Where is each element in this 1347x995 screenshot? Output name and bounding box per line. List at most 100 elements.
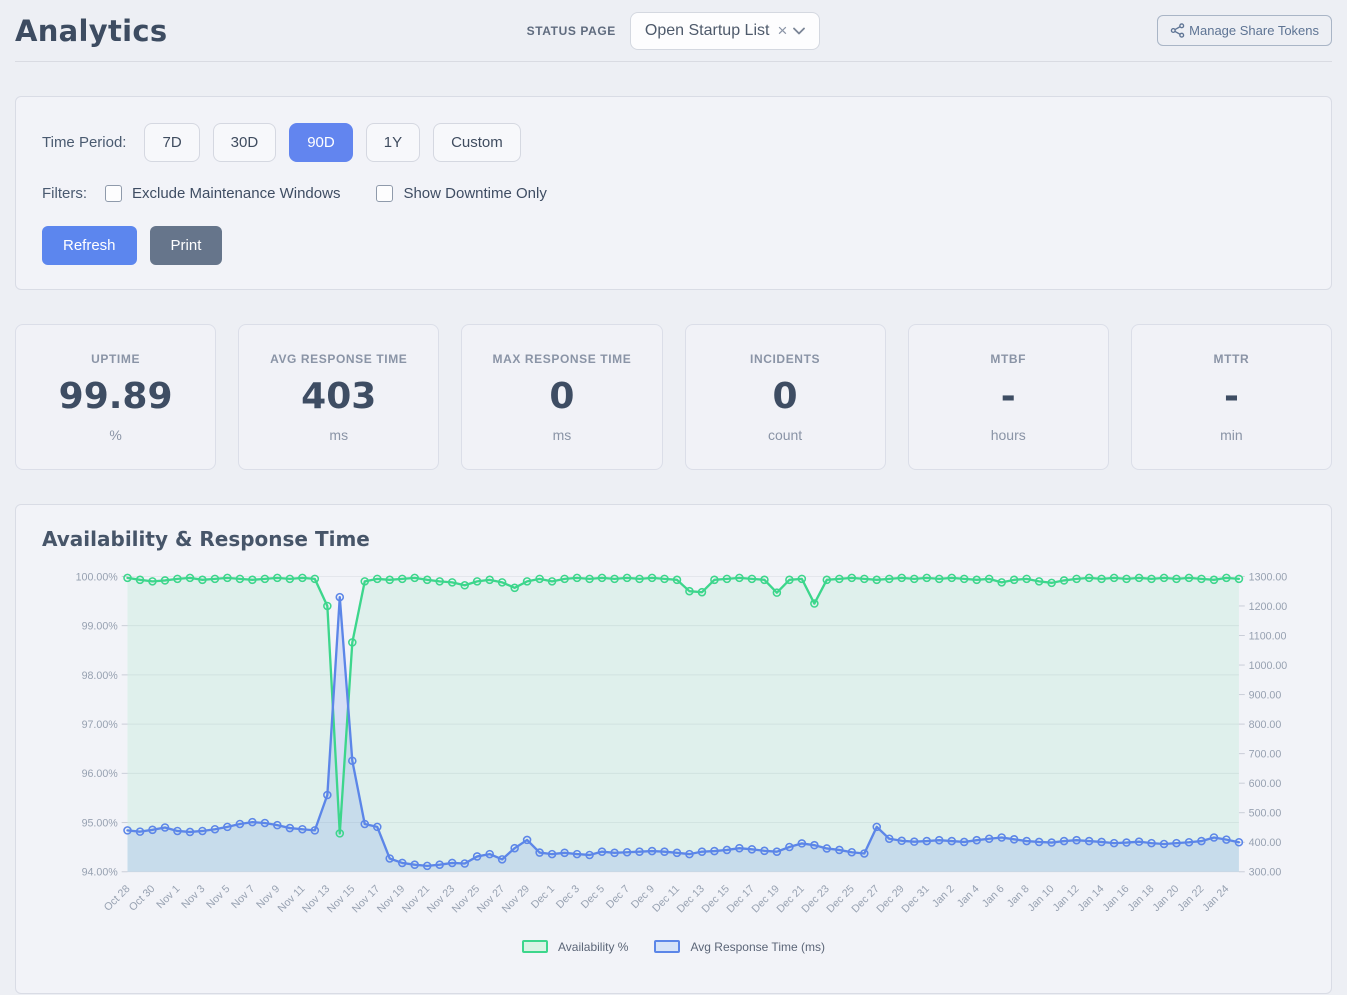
stat-label: MTTR xyxy=(1213,351,1250,366)
page-header: Analytics STATUS PAGE Open Startup List … xyxy=(15,0,1333,62)
status-page-dropdown[interactable]: Open Startup List × xyxy=(629,11,821,50)
chart-title: Availability & Response Time xyxy=(42,527,370,551)
svg-text:900.00: 900.00 xyxy=(1249,689,1282,701)
stat-label: AVG RESPONSE TIME xyxy=(270,351,408,366)
svg-text:95.00%: 95.00% xyxy=(82,817,119,829)
filters-row: Filters: Exclude Maintenance Windows Sho… xyxy=(42,185,1305,202)
svg-text:Nov 1: Nov 1 xyxy=(154,883,182,911)
chevron-down-icon xyxy=(793,27,806,34)
stat-value: 0 xyxy=(549,375,575,417)
time-period-label: Time Period: xyxy=(42,134,127,151)
header-left: Analytics xyxy=(15,14,527,48)
svg-text:Jan 4: Jan 4 xyxy=(955,883,982,910)
chart-legend: Availability % Avg Response Time (ms) xyxy=(42,940,1305,954)
svg-text:Jan 2: Jan 2 xyxy=(930,883,957,910)
svg-text:99.00%: 99.00% xyxy=(82,621,119,633)
chart-panel: Availability & Response Time 100.00% 99.0… xyxy=(15,504,1332,994)
exclude-maintenance-checkbox[interactable] xyxy=(105,185,122,202)
availability-legend-label: Availability % xyxy=(558,939,629,954)
time-period-90d-button[interactable]: 90D xyxy=(289,123,353,162)
svg-text:1300.00: 1300.00 xyxy=(1249,571,1288,583)
exclude-maintenance-label: Exclude Maintenance Windows xyxy=(132,185,341,202)
svg-text:700.00: 700.00 xyxy=(1249,749,1282,761)
response-legend-label: Avg Response Time (ms) xyxy=(690,939,825,954)
time-period-30d-button[interactable]: 30D xyxy=(212,123,277,162)
manage-share-tokens-button[interactable]: Manage Share Tokens xyxy=(1157,15,1333,46)
stat-unit: % xyxy=(109,426,122,443)
share-icon xyxy=(1170,23,1185,38)
clear-selection-icon[interactable]: × xyxy=(777,21,788,40)
stat-value: 99.89 xyxy=(58,375,173,417)
stat-unit: ms xyxy=(552,426,572,443)
svg-text:Dec 3: Dec 3 xyxy=(554,883,582,911)
stat-card-mttr: MTTR - min xyxy=(1130,324,1332,470)
status-page-selector: STATUS PAGE Open Startup List × xyxy=(526,11,821,50)
stat-value: 0 xyxy=(772,375,798,417)
svg-text:Nov 7: Nov 7 xyxy=(229,883,257,911)
svg-text:1200.00: 1200.00 xyxy=(1249,601,1288,613)
time-period-custom-button[interactable]: Custom xyxy=(433,123,521,162)
svg-text:1100.00: 1100.00 xyxy=(1249,630,1287,642)
time-period-7d-button[interactable]: 7D xyxy=(144,123,200,162)
svg-text:Dec 5: Dec 5 xyxy=(579,883,607,911)
stat-card-uptime: UPTIME 99.89 % xyxy=(15,324,217,470)
svg-text:Jan 6: Jan 6 xyxy=(980,883,1007,910)
svg-text:Jan 20: Jan 20 xyxy=(1150,883,1181,914)
svg-text:1000.00: 1000.00 xyxy=(1249,660,1288,672)
svg-text:Dec 7: Dec 7 xyxy=(604,883,632,911)
stat-unit: count xyxy=(767,426,803,443)
stat-card-avg-response-time: AVG RESPONSE TIME 403 ms xyxy=(238,324,440,470)
svg-text:Nov 29: Nov 29 xyxy=(500,883,532,915)
svg-text:100.00%: 100.00% xyxy=(76,571,119,583)
svg-text:500.00: 500.00 xyxy=(1249,808,1282,820)
filter-actions-row: Refresh Print xyxy=(42,226,1305,265)
stat-unit: min xyxy=(1220,426,1243,443)
page-title: Analytics xyxy=(15,13,168,48)
svg-text:98.00%: 98.00% xyxy=(82,670,119,682)
filter-panel: Time Period: 7D 30D 90D 1Y Custom Filter… xyxy=(15,96,1332,290)
svg-text:Jan 24: Jan 24 xyxy=(1200,883,1231,914)
stat-card-mtbf: MTBF - hours xyxy=(907,324,1109,470)
svg-text:Jan 12: Jan 12 xyxy=(1050,883,1081,914)
time-period-button-group: 7D 30D 90D 1Y Custom xyxy=(144,123,521,162)
svg-text:Dec 1: Dec 1 xyxy=(529,883,557,911)
svg-text:Nov 3: Nov 3 xyxy=(179,883,207,911)
stat-card-incidents: INCIDENTS 0 count xyxy=(684,324,886,470)
stats-row: UPTIME 99.89 % AVG RESPONSE TIME 403 ms … xyxy=(15,324,1332,470)
filter-show-downtime[interactable]: Show Downtime Only xyxy=(376,185,547,202)
stat-value: - xyxy=(1223,375,1239,417)
svg-text:Jan 18: Jan 18 xyxy=(1125,883,1156,914)
svg-text:96.00%: 96.00% xyxy=(82,768,119,780)
manage-share-tokens-label: Manage Share Tokens xyxy=(1189,23,1320,38)
svg-text:Dec 31: Dec 31 xyxy=(899,883,931,915)
svg-text:Oct 28: Oct 28 xyxy=(102,883,133,914)
svg-text:Jan 22: Jan 22 xyxy=(1175,883,1206,914)
svg-text:400.00: 400.00 xyxy=(1249,837,1282,849)
response-legend-swatch xyxy=(654,940,681,954)
stat-unit: ms xyxy=(329,426,349,443)
svg-text:Jan 10: Jan 10 xyxy=(1026,883,1057,914)
stat-unit: hours xyxy=(990,426,1026,443)
svg-text:800.00: 800.00 xyxy=(1249,719,1282,731)
stat-label: UPTIME xyxy=(91,351,141,366)
header-right: Manage Share Tokens xyxy=(820,15,1333,46)
svg-text:Oct 30: Oct 30 xyxy=(127,883,158,914)
print-button[interactable]: Print xyxy=(149,226,223,265)
availability-legend-swatch xyxy=(522,940,548,954)
stat-label: INCIDENTS xyxy=(750,351,821,366)
status-page-selected-value: Open Startup List xyxy=(644,21,770,39)
svg-text:Jan 16: Jan 16 xyxy=(1100,883,1131,914)
time-period-1y-button[interactable]: 1Y xyxy=(365,123,421,162)
svg-text:97.00%: 97.00% xyxy=(82,719,119,731)
filter-exclude-maintenance[interactable]: Exclude Maintenance Windows xyxy=(105,185,340,202)
filters-label: Filters: xyxy=(42,185,87,202)
show-downtime-label: Show Downtime Only xyxy=(403,185,547,202)
stat-card-max-response-time: MAX RESPONSE TIME 0 ms xyxy=(461,324,663,470)
status-page-label: STATUS PAGE xyxy=(526,23,616,38)
svg-text:600.00: 600.00 xyxy=(1249,778,1282,790)
time-period-row: Time Period: 7D 30D 90D 1Y Custom xyxy=(42,123,1305,162)
show-downtime-checkbox[interactable] xyxy=(376,185,394,202)
stat-label: MAX RESPONSE TIME xyxy=(492,351,632,366)
refresh-button[interactable]: Refresh xyxy=(42,226,137,265)
